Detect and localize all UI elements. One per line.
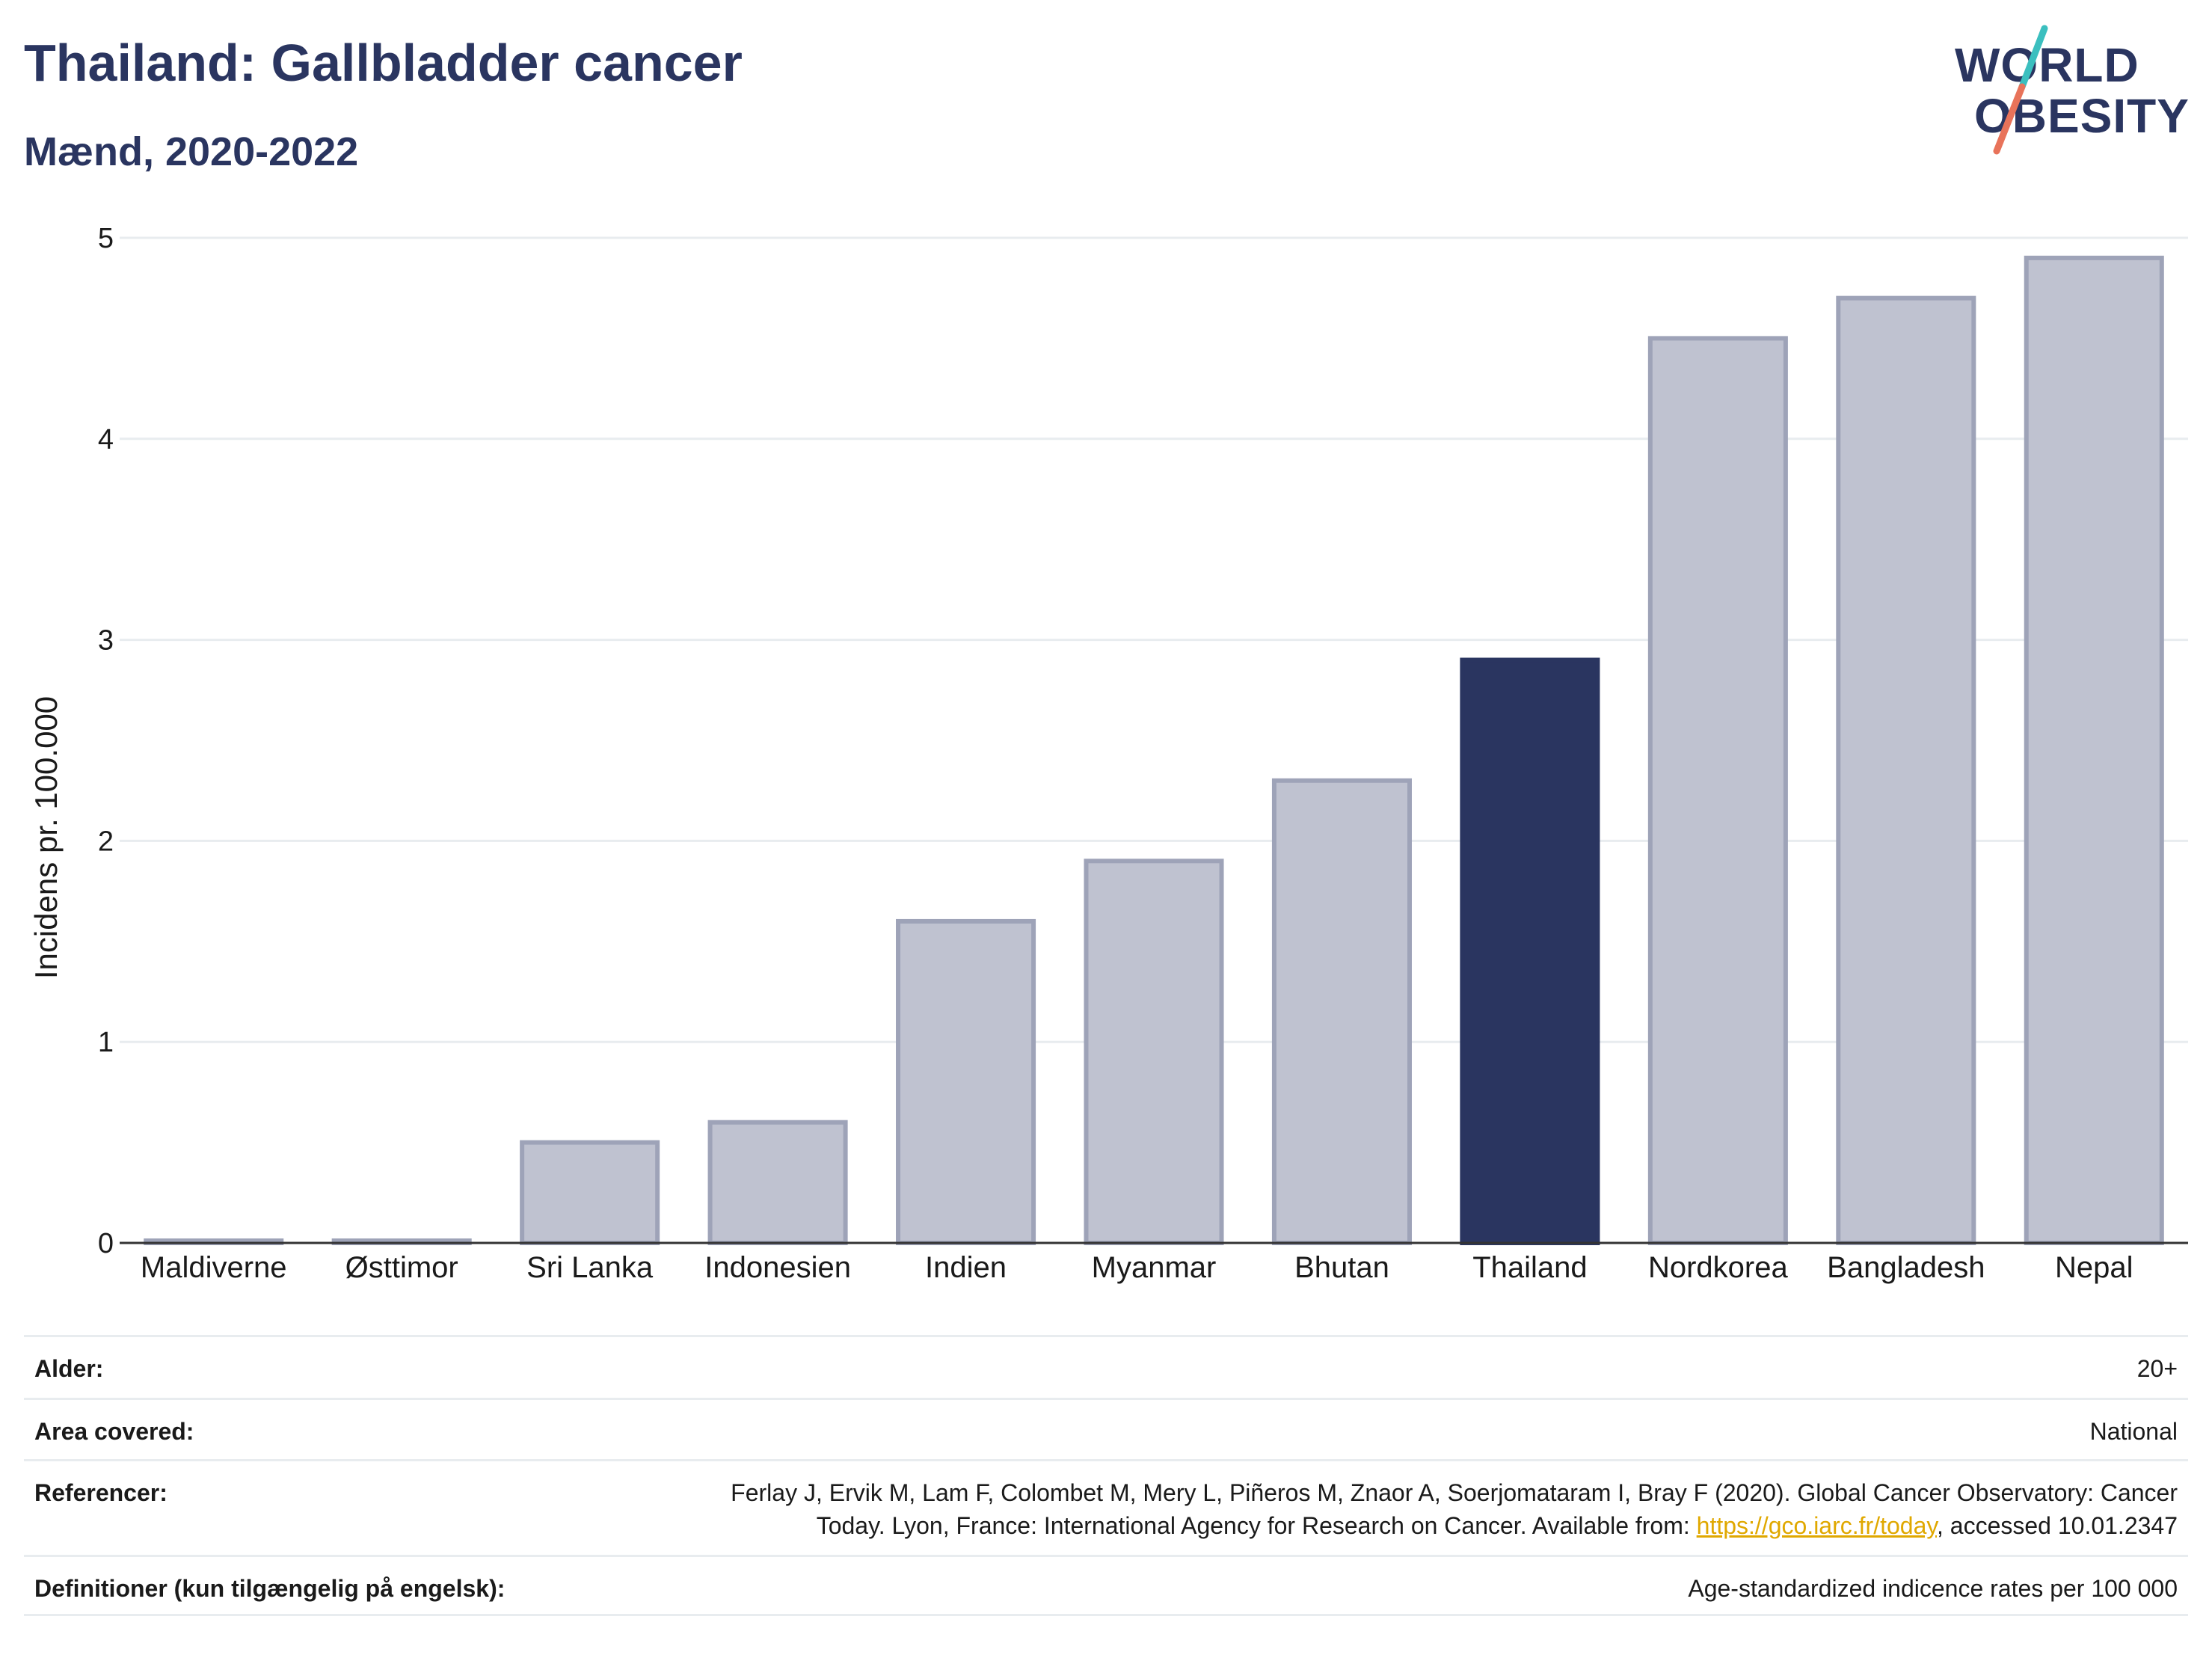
x-tick-label: Maldiverne bbox=[141, 1251, 287, 1284]
bar-chart: 0 1 2 3 4 5 Maldiverne Østtimor Sri Lanka Indones… bbox=[28, 223, 2188, 1284]
bar bbox=[1836, 295, 1976, 1245]
reference-link[interactable]: https://gco.iarc.fr/today bbox=[1696, 1512, 1937, 1539]
bar bbox=[1271, 778, 1412, 1245]
meta-label-definitions: Definitioner (kun tilgængelig på engelsk… bbox=[34, 1575, 506, 1602]
meta-row-references: Referencer: Ferlay J, Ervik M, Lam F, Co… bbox=[24, 1459, 2188, 1555]
x-tick-label: Sri Lanka bbox=[526, 1251, 654, 1284]
bar bbox=[707, 1120, 848, 1245]
bar bbox=[1084, 859, 1224, 1246]
bar bbox=[2024, 255, 2164, 1245]
x-tick-label: Indien bbox=[925, 1251, 1007, 1284]
x-tick-label: Indonesien bbox=[704, 1251, 851, 1284]
y-tick-label: 5 bbox=[98, 223, 114, 254]
meta-value-definitions: Age-standardized indicence rates per 100… bbox=[1688, 1575, 2178, 1602]
reference-line-2: Today. Lyon, France: International Agenc… bbox=[731, 1509, 2178, 1542]
logo-text-line1: WORLD bbox=[1955, 38, 2139, 92]
world-obesity-logo: WORLD OBESITY bbox=[1944, 22, 2199, 165]
meta-label-references: Referencer: bbox=[34, 1479, 168, 1506]
x-tick-label: Myanmar bbox=[1092, 1251, 1217, 1284]
y-tick-label: 0 bbox=[98, 1228, 114, 1259]
meta-row-age: Alder: 20+ bbox=[24, 1335, 2188, 1398]
y-tick-label: 2 bbox=[98, 826, 114, 857]
y-tick-label: 4 bbox=[98, 424, 114, 455]
x-tick-label: Bhutan bbox=[1294, 1251, 1389, 1284]
reference-line-2-prefix: Today. Lyon, France: International Agenc… bbox=[816, 1512, 1697, 1539]
metadata-table: Alder: 20+ Area covered: National Refere… bbox=[24, 1335, 2188, 1616]
x-tick-label: Bangladesh bbox=[1827, 1251, 1985, 1284]
y-tick-label: 1 bbox=[98, 1027, 114, 1058]
bar bbox=[1460, 657, 1600, 1245]
x-tick-label: Nepal bbox=[2055, 1251, 2133, 1284]
x-tick-label: Østtimor bbox=[345, 1251, 458, 1284]
bar bbox=[520, 1140, 660, 1245]
bar bbox=[1647, 336, 1788, 1245]
reference-line-1: Ferlay J, Ervik M, Lam F, Colombet M, Me… bbox=[731, 1479, 2178, 1506]
reference-line-2-suffix: , accessed 10.01.2347 bbox=[1936, 1512, 2178, 1539]
y-tick-label: 3 bbox=[98, 625, 114, 657]
chart-title: Thailand: Gallbladder cancer bbox=[24, 34, 743, 92]
chart-subtitle: Mænd, 2020-2022 bbox=[24, 129, 359, 174]
logo-slash-icon bbox=[1993, 25, 2048, 155]
y-axis-label: Incidens pr. 100.000 bbox=[28, 696, 64, 979]
x-tick-label: Nordkorea bbox=[1648, 1251, 1789, 1284]
meta-label-age: Alder: bbox=[34, 1355, 104, 1382]
meta-value-references: Ferlay J, Ervik M, Lam F, Colombet M, Me… bbox=[731, 1476, 2178, 1542]
meta-label-area: Area covered: bbox=[34, 1418, 194, 1445]
meta-row-area: Area covered: National bbox=[24, 1398, 2188, 1459]
bar bbox=[896, 918, 1036, 1246]
meta-row-definitions: Definitioner (kun tilgængelig på engelsk… bbox=[24, 1555, 2188, 1616]
x-tick-label: Thailand bbox=[1472, 1251, 1587, 1284]
meta-value-area: National bbox=[2089, 1418, 2178, 1445]
meta-value-age: 20+ bbox=[2136, 1355, 2178, 1382]
